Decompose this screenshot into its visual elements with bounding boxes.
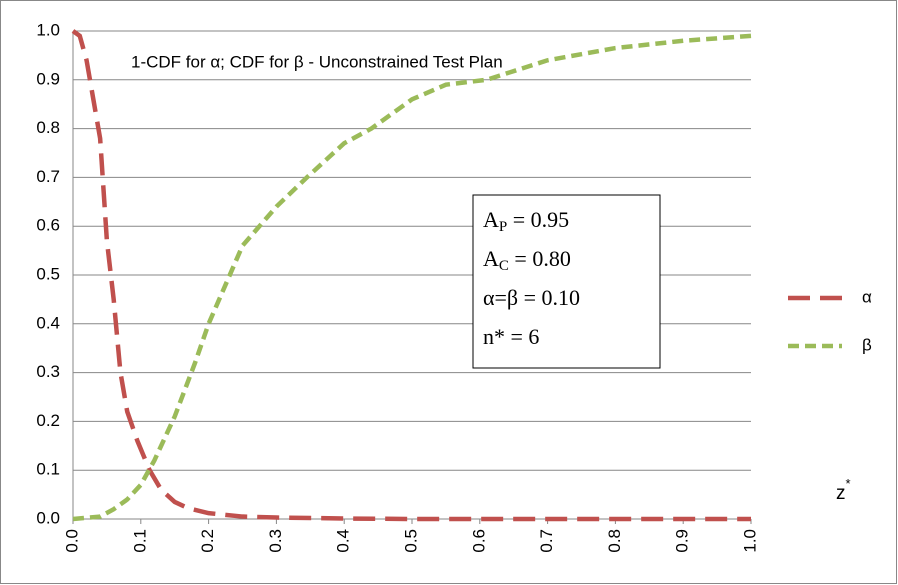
x-tick-label: 0.6 (469, 529, 488, 553)
data-line (72, 33, 752, 522)
y-tick-label: 0.5 (36, 264, 60, 283)
x-tick-label: 0.1 (130, 529, 149, 553)
y-tick-label: 0.1 (36, 460, 60, 479)
x-tick-label: 0.2 (198, 529, 217, 553)
y-tick-label: 1.0 (36, 20, 60, 39)
x-axis-label-main: z (836, 483, 846, 504)
legend-label: α (862, 287, 872, 306)
y-tick-label: 0.4 (36, 313, 60, 332)
y-tick-label: 0.3 (36, 362, 60, 381)
legend-label: β (862, 335, 872, 354)
box-line-main: n* = 6 (483, 324, 539, 349)
box-line-sub: P (499, 219, 507, 235)
box-line: AP = 0.95 (483, 207, 569, 235)
box-line-rest: = 0.80 (509, 246, 571, 271)
data-line (71, 29, 751, 522)
y-tick-label: 0.8 (36, 118, 60, 137)
y-tick-label: 0.7 (36, 167, 60, 186)
annotation-box (472, 194, 661, 369)
box-line-rest: = 0.95 (507, 207, 569, 232)
x-tick-label: 0.7 (537, 529, 556, 553)
box-line: n* = 6 (483, 324, 539, 349)
box-line: AC = 0.80 (483, 246, 571, 274)
x-tick-label: 1.0 (740, 529, 759, 553)
x-axis-label-sup: * (846, 476, 851, 491)
x-axis-label: z* (836, 476, 851, 504)
x-tick-label: 0.3 (266, 529, 285, 553)
y-tick-label: 0.2 (36, 411, 60, 430)
y-tick-label: 0.9 (36, 69, 60, 88)
x-tick-label: 0.8 (605, 529, 624, 553)
box-line-sub: C (499, 258, 509, 274)
x-tick-label: 0.4 (334, 529, 353, 553)
y-tick-label: 0.6 (36, 216, 60, 235)
box-line-main: A (483, 207, 499, 232)
box-line-main: A (483, 246, 499, 271)
x-tick-label: 0.0 (62, 529, 81, 553)
y-tick-label: 0.0 (36, 508, 60, 527)
annotation: 1-CDF for α; CDF for β - Unconstrained T… (131, 52, 503, 71)
x-tick-label: 0.5 (401, 529, 420, 553)
x-tick-label: 0.9 (673, 529, 692, 553)
box-line: α=β = 0.10 (483, 285, 580, 310)
box-line-main: α=β = 0.10 (483, 285, 580, 310)
